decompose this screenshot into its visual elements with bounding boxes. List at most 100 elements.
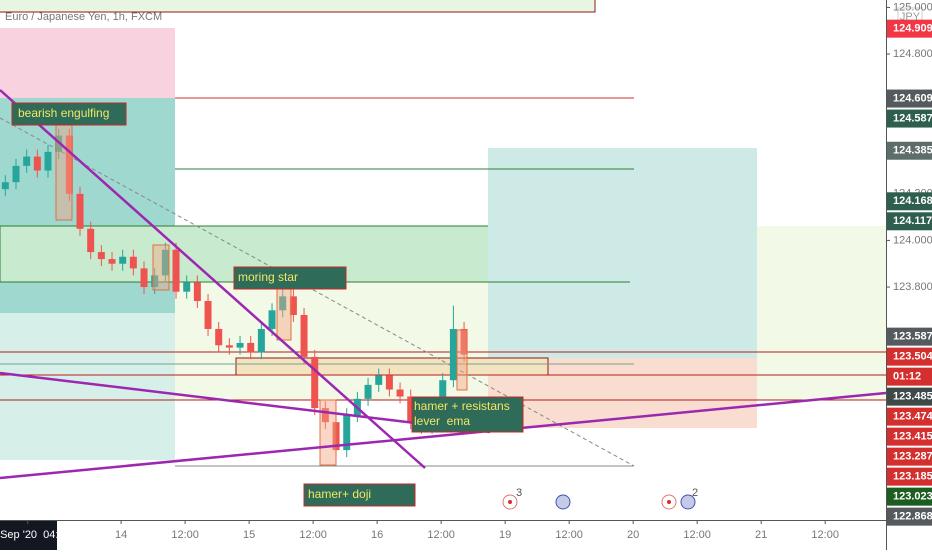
candle-body [225,345,233,348]
x-tick-label: 12:00 [555,529,583,541]
time-axis [0,520,886,550]
candle-body [439,380,447,404]
candle-body [247,342,255,353]
price-label [887,141,932,160]
price-label [887,89,932,108]
x-tick-label: 14 [115,529,127,541]
price-label [887,109,932,128]
price-label-text: 123.185 [893,471,932,483]
candle-body [407,396,415,423]
price-label-text: 124.909 [893,23,932,35]
candle-body [236,342,244,348]
candle-body [97,252,105,260]
y-tick-label: 123.800 [893,281,932,293]
price-label-text: 123.023 [893,491,932,503]
x-tick-label: 21 [755,529,767,541]
candle-body [23,156,31,166]
candle-body [129,256,137,269]
candle-body [1,182,9,190]
event-count: 3 [516,487,522,499]
x-tick-label: 12:00 [683,529,711,541]
price-label-text: 124.609 [893,92,932,104]
candle-body [183,282,191,292]
annotation: hamer+ doji [308,487,371,501]
candle-body [119,256,127,264]
candle-body [449,328,457,381]
price-label [887,19,932,38]
candle-body [343,415,351,451]
price-label-text: 123.474 [893,411,932,423]
annotation: moring star [238,270,298,284]
candle-body [44,151,52,171]
price-label [887,327,932,346]
candle-body [300,314,308,357]
chart-title: Euro / Japanese Yen, 1h, FXCM [5,11,162,23]
price-label-text: 124.168 [893,195,932,207]
x-tick-label: 12:00 [427,529,455,541]
price-label-text: 123.287 [893,451,932,463]
candle-body [215,328,223,346]
candle-body [12,165,20,183]
candle-body [396,389,404,397]
event-count: 2 [692,487,698,499]
candle-body [108,259,116,264]
price-label [887,467,932,486]
candle-body [268,310,276,329]
price-label-text: 123.415 [893,431,932,443]
price-label-text: 124.385 [893,145,932,157]
y-tick-label: 124.800 [893,48,932,60]
candle-body [460,328,468,355]
x-tick-label: 20 [627,529,639,541]
drawings-front: bearish engulfing moring star hamer + re… [0,11,887,510]
events: 3 2 [502,487,698,510]
candle-body [321,408,329,423]
y-tick-label: 125.000 [893,1,932,13]
price-label [887,487,932,506]
x-tick-label: 12:00 [811,529,839,541]
price-label-text: 123.485 [893,391,932,403]
candle-body [33,156,41,171]
x-tick-label: 12:00 [171,529,199,541]
price-label-text: 124.117 [893,215,932,227]
price-label-text: 123.587 [893,331,932,343]
annotation: lever ema [414,414,470,428]
candle-body [257,328,265,353]
candle-body [279,296,287,311]
crosshair-label [0,521,57,550]
candle-body [193,282,201,302]
candle-body [289,296,297,315]
price-label [887,387,932,406]
price-label [887,427,932,446]
candle-body [385,375,393,390]
x-tick-label: 15 [243,529,255,541]
x-tick-label: 12:00 [299,529,327,541]
price-label-text: 124.587 [893,112,932,124]
candle-body [76,193,84,229]
candle-body [151,275,159,288]
price-label [887,407,932,426]
price-label [887,507,932,526]
candle-body [140,268,148,288]
candle-body [65,135,73,194]
candle-body [311,356,319,409]
candle-body [204,301,212,329]
annotation: bearish engulfing [18,106,109,120]
price-axis [886,0,932,550]
y-tick-label: 124.000 [893,234,932,246]
price-label [887,192,932,211]
candle-body [87,228,95,253]
price-label [887,367,932,386]
candle-body [375,375,383,385]
price-label-text: 122.868 [893,511,932,523]
annotation: hamer + resistans [414,399,510,413]
candle-body [364,384,372,399]
price-label-text: 01:12 [893,371,921,383]
candle-body [161,249,169,276]
x-tick-label: 16 [371,529,383,541]
price-label [887,212,932,231]
x-tick-label: 19 [499,529,511,541]
price-label [887,347,932,366]
price-label-text: 123.504 [893,351,932,363]
